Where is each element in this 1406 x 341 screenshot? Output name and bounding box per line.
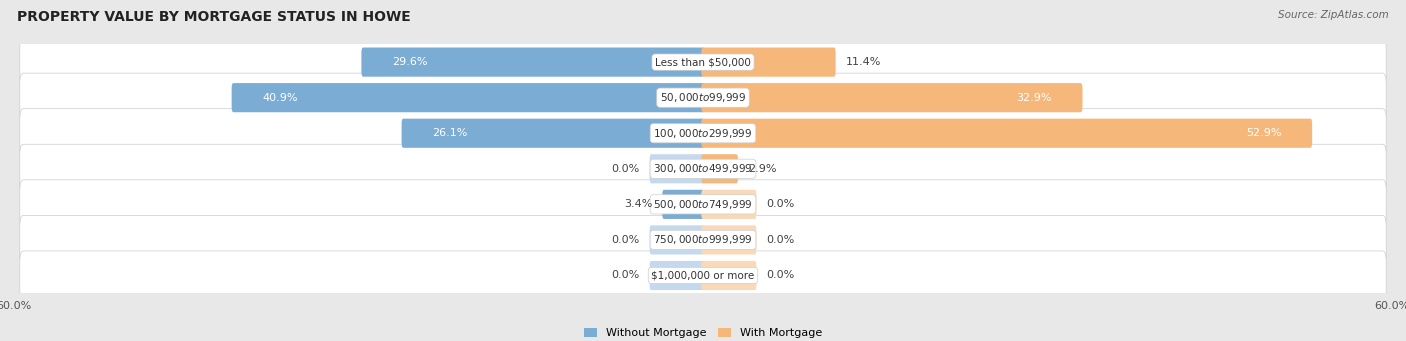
Text: 0.0%: 0.0% — [612, 164, 640, 174]
FancyBboxPatch shape — [361, 47, 704, 77]
Text: 0.0%: 0.0% — [766, 199, 794, 209]
Text: $50,000 to $99,999: $50,000 to $99,999 — [659, 91, 747, 104]
Text: $100,000 to $299,999: $100,000 to $299,999 — [654, 127, 752, 140]
Text: $300,000 to $499,999: $300,000 to $499,999 — [654, 162, 752, 175]
FancyBboxPatch shape — [702, 119, 1312, 148]
FancyBboxPatch shape — [662, 190, 704, 219]
Text: 40.9%: 40.9% — [262, 93, 298, 103]
FancyBboxPatch shape — [650, 154, 704, 183]
Text: $750,000 to $999,999: $750,000 to $999,999 — [654, 234, 752, 247]
FancyBboxPatch shape — [20, 109, 1386, 158]
Text: 11.4%: 11.4% — [845, 57, 880, 67]
FancyBboxPatch shape — [650, 261, 704, 290]
FancyBboxPatch shape — [232, 83, 704, 112]
Text: 0.0%: 0.0% — [766, 270, 794, 281]
FancyBboxPatch shape — [20, 144, 1386, 193]
FancyBboxPatch shape — [650, 225, 704, 254]
FancyBboxPatch shape — [702, 225, 756, 254]
Text: 52.9%: 52.9% — [1246, 128, 1282, 138]
FancyBboxPatch shape — [702, 261, 756, 290]
FancyBboxPatch shape — [20, 180, 1386, 229]
Text: $500,000 to $749,999: $500,000 to $749,999 — [654, 198, 752, 211]
FancyBboxPatch shape — [702, 190, 756, 219]
Text: 0.0%: 0.0% — [612, 270, 640, 281]
Text: Source: ZipAtlas.com: Source: ZipAtlas.com — [1278, 10, 1389, 20]
Text: 29.6%: 29.6% — [392, 57, 427, 67]
Text: 32.9%: 32.9% — [1017, 93, 1052, 103]
Legend: Without Mortgage, With Mortgage: Without Mortgage, With Mortgage — [579, 323, 827, 341]
Text: Less than $50,000: Less than $50,000 — [655, 57, 751, 67]
FancyBboxPatch shape — [702, 47, 835, 77]
Text: 0.0%: 0.0% — [612, 235, 640, 245]
Text: $1,000,000 or more: $1,000,000 or more — [651, 270, 755, 281]
Text: 2.9%: 2.9% — [748, 164, 776, 174]
FancyBboxPatch shape — [20, 251, 1386, 300]
FancyBboxPatch shape — [402, 119, 704, 148]
FancyBboxPatch shape — [20, 38, 1386, 87]
FancyBboxPatch shape — [20, 216, 1386, 265]
FancyBboxPatch shape — [702, 83, 1083, 112]
FancyBboxPatch shape — [702, 154, 738, 183]
Text: 26.1%: 26.1% — [432, 128, 467, 138]
Text: 0.0%: 0.0% — [766, 235, 794, 245]
Text: PROPERTY VALUE BY MORTGAGE STATUS IN HOWE: PROPERTY VALUE BY MORTGAGE STATUS IN HOW… — [17, 10, 411, 24]
Text: 3.4%: 3.4% — [624, 199, 652, 209]
FancyBboxPatch shape — [20, 73, 1386, 122]
